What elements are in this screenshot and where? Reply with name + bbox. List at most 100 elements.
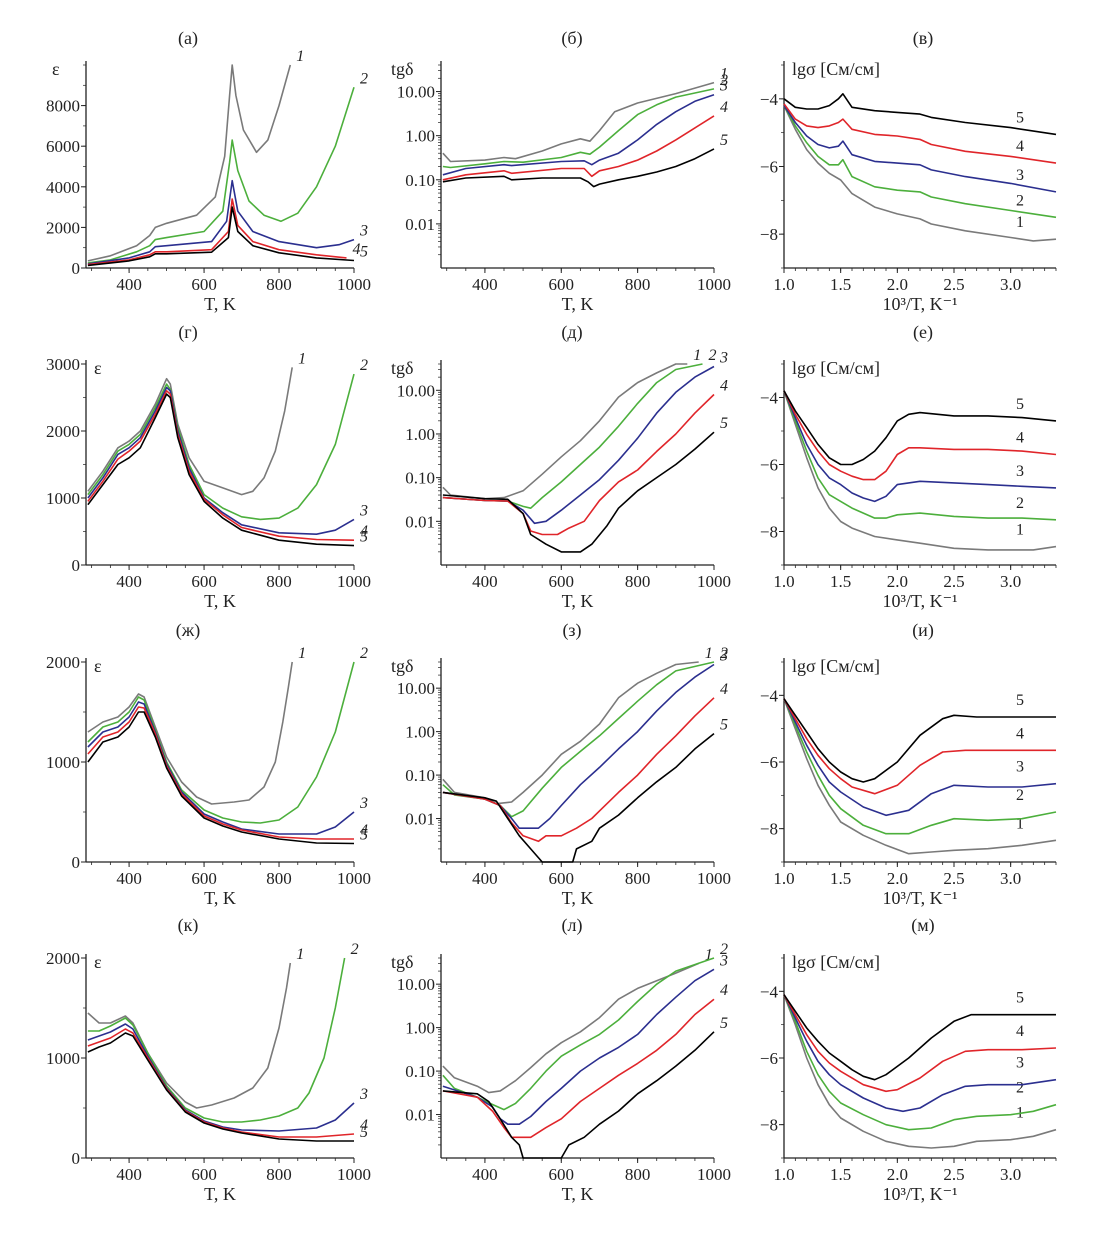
x-axis-title: 10³/T, K⁻¹ bbox=[883, 888, 958, 908]
series-label-3: 3 bbox=[1016, 759, 1024, 776]
series-label-2: 2 bbox=[1016, 192, 1024, 209]
y-axis-title: lgσ [См/см] bbox=[792, 952, 880, 972]
series-line-2 bbox=[87, 87, 355, 264]
series-label-5: 5 bbox=[1016, 396, 1024, 413]
panel-title: (к) bbox=[178, 915, 199, 936]
x-tick-label: 600 bbox=[191, 869, 217, 888]
series-line-4 bbox=[87, 389, 355, 541]
y-tick-label: 1000 bbox=[46, 753, 80, 772]
series-label-5: 5 bbox=[360, 1124, 368, 1141]
y-tick-label: −4 bbox=[760, 982, 779, 1001]
series-line-2 bbox=[783, 390, 1057, 521]
panel-i: (и) 1.0 1.5 2.0 2.5 3.0 −8 −6 −4 lgσ [См/см] 10³/T… bbox=[760, 620, 1057, 908]
x-tick-label: 600 bbox=[549, 1165, 575, 1184]
x-axis-title: T, K bbox=[562, 888, 594, 908]
series-line-2 bbox=[783, 698, 1057, 835]
series-label-4: 4 bbox=[360, 523, 368, 540]
panel-b: (б) 400 600 800 1000 0.01 0.10 1.00 10.00 tgδ T, K… bbox=[391, 28, 731, 314]
y-tick-label: −8 bbox=[760, 820, 778, 839]
series-label-4: 4 bbox=[720, 982, 728, 999]
series-label-2: 2 bbox=[720, 72, 728, 89]
panel-g: (ж) 400 600 800 1000 0 1000 2000 ε T, K 1 2 3 45 bbox=[46, 620, 371, 908]
series-line-3 bbox=[87, 386, 355, 536]
series-line-2 bbox=[87, 373, 355, 521]
series-line-3 bbox=[783, 390, 1057, 503]
series-label-1: 1 bbox=[720, 66, 728, 83]
x-tick-label: 1000 bbox=[697, 275, 731, 294]
series-line-3 bbox=[87, 1023, 355, 1132]
series-label-2: 2 bbox=[1016, 787, 1024, 804]
panel-h: (з) 400 600 800 1000 0.01 0.10 1.00 10.00 tgδ T, K… bbox=[391, 620, 731, 908]
panel-title: (и) bbox=[912, 620, 934, 641]
x-axis-title: 10³/T, K⁻¹ bbox=[883, 1184, 958, 1204]
y-axis-title: tgδ bbox=[391, 952, 413, 972]
y-tick-label: 2000 bbox=[46, 653, 80, 672]
series-label-1: 1 bbox=[298, 350, 306, 367]
x-tick-label: 2.0 bbox=[887, 572, 908, 591]
x-tick-label: 3.0 bbox=[1000, 572, 1021, 591]
series-line-4 bbox=[442, 115, 715, 181]
series-label-3: 3 bbox=[719, 78, 728, 95]
panel-title: (г) bbox=[178, 322, 197, 343]
x-tick-label: 400 bbox=[472, 869, 498, 888]
series-line-2 bbox=[442, 661, 715, 818]
series-line-1 bbox=[442, 81, 715, 163]
series-label-5: 5 bbox=[720, 132, 728, 149]
y-tick-label: 2000 bbox=[46, 218, 80, 237]
panel-f: (е) 1.0 1.5 2.0 2.5 3.0 −8 −6 −4 lgσ [См/см] 10³/T… bbox=[760, 322, 1057, 611]
series-line-1 bbox=[87, 64, 292, 262]
y-tick-label: 3000 bbox=[46, 355, 80, 374]
y-tick-label: 1.00 bbox=[405, 127, 435, 146]
y-axis-title: ε bbox=[94, 358, 102, 378]
y-tick-label: −6 bbox=[760, 753, 778, 772]
series-label-2: 2 bbox=[360, 645, 368, 662]
x-tick-label: 400 bbox=[116, 572, 142, 591]
x-tick-label: 1000 bbox=[697, 869, 731, 888]
series-label-4: 4 bbox=[1016, 138, 1024, 155]
series-line-3 bbox=[783, 994, 1057, 1113]
series-line-4 bbox=[783, 390, 1057, 481]
y-tick-label: 2000 bbox=[46, 949, 80, 968]
y-tick-label: 10.00 bbox=[397, 679, 435, 698]
panel-l: (м) 1.0 1.5 2.0 2.5 3.0 −8 −6 −4 lgσ [См/см] 10³/T… bbox=[760, 915, 1057, 1204]
series-line-2 bbox=[442, 957, 715, 1111]
x-tick-label: 400 bbox=[472, 275, 498, 294]
series-line-2 bbox=[442, 363, 703, 510]
y-tick-label: −4 bbox=[760, 90, 779, 109]
series-line-5 bbox=[87, 393, 355, 547]
y-tick-label: 1.00 bbox=[405, 425, 435, 444]
y-tick-label: −6 bbox=[760, 1049, 778, 1068]
series-label-5: 5 bbox=[1016, 109, 1024, 126]
series-label-1: 1 bbox=[705, 645, 713, 662]
x-tick-label: 800 bbox=[625, 869, 651, 888]
panel-title: (е) bbox=[913, 322, 933, 343]
series-label-1: 1 bbox=[296, 48, 304, 65]
x-tick-label: 2.5 bbox=[943, 869, 964, 888]
y-axis-title: ε bbox=[94, 952, 102, 972]
y-axis-title: lgσ [См/см] bbox=[792, 656, 880, 676]
series-label-3: 3 bbox=[359, 502, 368, 519]
series-line-5 bbox=[442, 431, 715, 553]
x-tick-label: 600 bbox=[191, 275, 217, 294]
y-tick-label: 0.01 bbox=[405, 512, 435, 531]
series-label-1: 1 bbox=[1016, 522, 1024, 539]
series-label-1: 1 bbox=[298, 645, 306, 662]
x-tick-label: 800 bbox=[625, 1165, 651, 1184]
series-line-1 bbox=[442, 661, 699, 805]
y-tick-label: 0.10 bbox=[405, 1062, 435, 1081]
x-tick-label: 400 bbox=[116, 275, 142, 294]
series-label-4: 4 bbox=[1016, 725, 1024, 742]
x-axis-title: T, K bbox=[204, 591, 236, 611]
y-axis-title: lgσ [См/см] bbox=[792, 59, 880, 79]
y-tick-label: 0.01 bbox=[405, 215, 435, 234]
series-line-4 bbox=[783, 103, 1057, 164]
series-line-5 bbox=[442, 1031, 715, 1159]
x-tick-label: 600 bbox=[549, 572, 575, 591]
x-axis-title: T, K bbox=[204, 294, 236, 314]
series-label-3: 3 bbox=[1016, 1055, 1024, 1072]
panel-title: (м) bbox=[911, 915, 934, 936]
x-axis-title: 10³/T, K⁻¹ bbox=[883, 591, 958, 611]
x-tick-label: 600 bbox=[191, 572, 217, 591]
x-tick-label: 600 bbox=[191, 1165, 217, 1184]
